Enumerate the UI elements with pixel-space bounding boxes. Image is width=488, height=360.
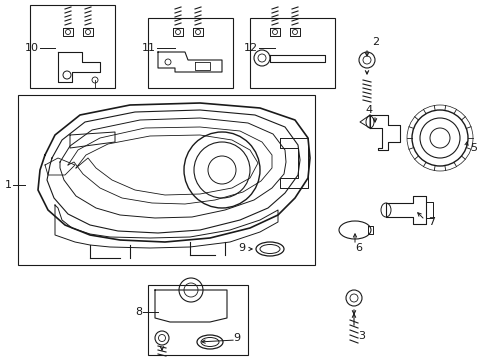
- Text: 7: 7: [427, 217, 434, 227]
- Text: 2: 2: [371, 37, 378, 47]
- Text: 1: 1: [5, 180, 12, 190]
- Bar: [148, 18, 232, 88]
- Text: 12: 12: [244, 43, 258, 53]
- Bar: [148, 285, 247, 355]
- Text: 5: 5: [469, 143, 476, 153]
- Text: 4: 4: [364, 105, 371, 115]
- Text: 11: 11: [142, 43, 156, 53]
- Text: 8: 8: [135, 307, 142, 317]
- Text: 3: 3: [357, 331, 364, 341]
- Bar: [249, 18, 334, 88]
- Bar: [30, 5, 115, 88]
- Text: 9: 9: [232, 333, 240, 343]
- Text: 6: 6: [354, 243, 361, 253]
- Text: 10: 10: [25, 43, 39, 53]
- Bar: [18, 95, 314, 265]
- Text: 9: 9: [237, 243, 244, 253]
